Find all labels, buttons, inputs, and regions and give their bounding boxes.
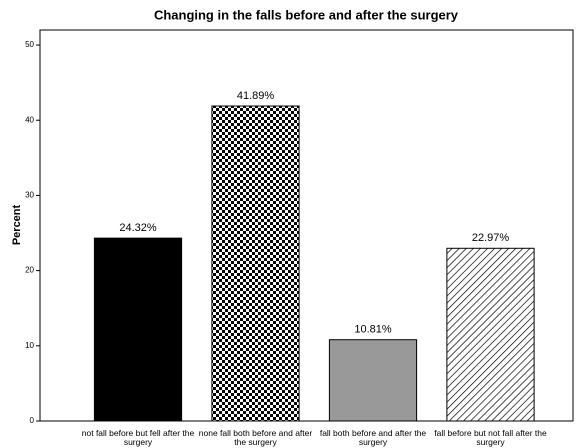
x-tick-label-box: fall before but not fall after the surge… xyxy=(434,429,547,447)
bar xyxy=(211,105,300,422)
x-tick-label: fall before but not fall after the surge… xyxy=(434,429,547,447)
bar xyxy=(446,247,535,422)
y-tick-label: 50 xyxy=(25,40,34,49)
y-tick-label: 10 xyxy=(25,341,34,350)
x-tick-label: not fall before but fell after the surge… xyxy=(81,429,195,447)
x-tick-label: none fall both before and after the surg… xyxy=(198,429,313,447)
value-label: 10.81% xyxy=(354,324,392,336)
bar xyxy=(93,237,183,422)
x-tick-label-box: fall both before and after the surgery xyxy=(319,429,427,447)
x-tick-label-box: not fall before but fell after the surge… xyxy=(81,429,195,447)
x-tick-label: fall both before and after the surgery xyxy=(319,429,427,447)
y-tick-label: 30 xyxy=(25,191,34,200)
plot-frame xyxy=(39,29,574,422)
y-tick-label: 20 xyxy=(25,266,34,275)
x-tick-label-box: none fall both before and after the surg… xyxy=(198,429,313,447)
value-label: 41.89% xyxy=(237,90,275,102)
value-label: 22.97% xyxy=(472,232,510,244)
chart-title: Changing in the falls before and after t… xyxy=(154,7,459,22)
value-label: 24.32% xyxy=(119,222,157,234)
bar xyxy=(328,339,418,422)
y-tick-label: 0 xyxy=(30,416,35,425)
y-axis-label: Percent xyxy=(11,204,23,245)
y-tick-label: 40 xyxy=(25,115,34,124)
